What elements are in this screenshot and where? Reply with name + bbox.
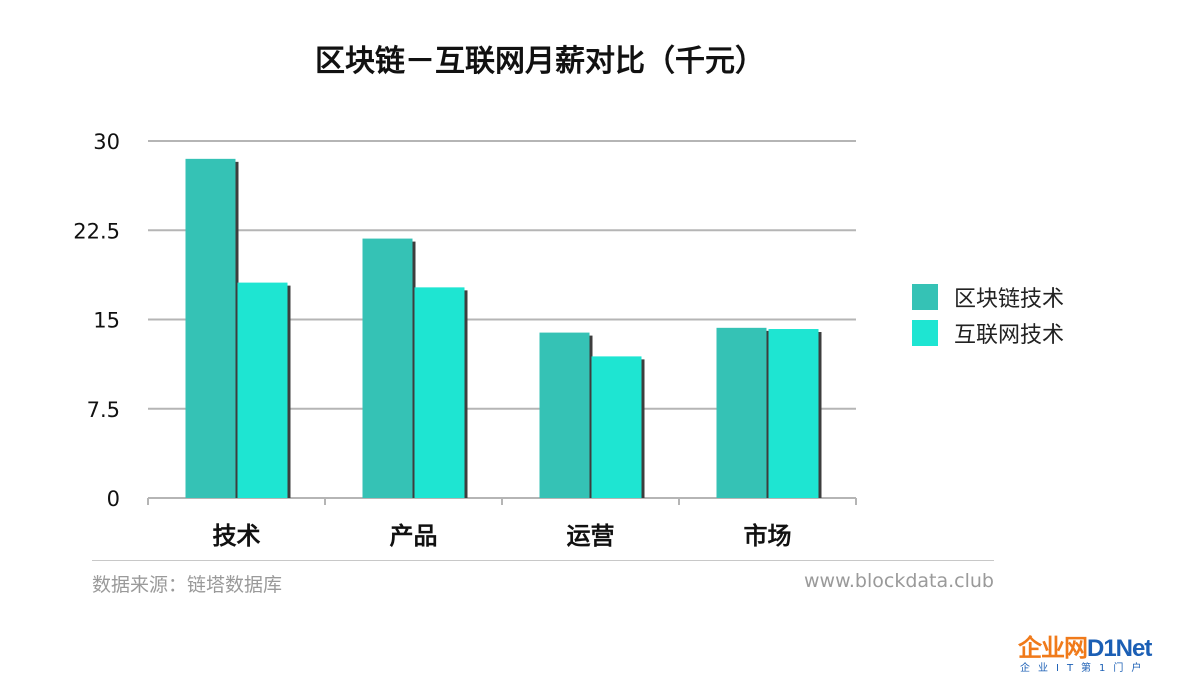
bar-blockchain <box>362 238 413 498</box>
logo-tagline: 企业IT第1门户 <box>1020 663 1150 674</box>
y-tick-label: 0 <box>107 487 120 511</box>
footer-divider <box>92 560 994 561</box>
site-url: www.blockdata.club <box>804 570 994 592</box>
bar-internet <box>768 329 819 498</box>
legend-swatch-internet <box>912 320 938 346</box>
bar-blockchain <box>716 327 767 498</box>
legend-item-blockchain: 区块链技术 <box>912 280 1064 314</box>
bar-internet <box>414 287 465 498</box>
legend-item-internet: 互联网技术 <box>912 316 1064 350</box>
y-tick-label: 7.5 <box>87 398 120 422</box>
logo-cn-text: 企业网 <box>1018 635 1088 662</box>
legend: 区块链技术 互联网技术 <box>912 280 1064 352</box>
y-tick-label: 30 <box>93 130 120 154</box>
data-source: 数据来源：链塔数据库 <box>92 574 283 596</box>
x-category-label: 产品 <box>390 522 438 550</box>
bar-internet <box>591 356 642 498</box>
legend-swatch-blockchain <box>912 284 938 310</box>
d1net-logo: 企业网D1Net 企业IT第1门户 <box>1018 636 1178 680</box>
x-category-label: 运营 <box>567 522 615 550</box>
y-tick-label: 15 <box>93 309 120 333</box>
chart-title: 区块链－互联网月薪对比（千元） <box>315 44 765 79</box>
bar-blockchain <box>539 332 590 498</box>
x-category-label: 技术 <box>213 522 261 550</box>
legend-label-blockchain: 区块链技术 <box>954 287 1065 312</box>
legend-label-internet: 互联网技术 <box>954 323 1065 348</box>
y-tick-label: 22.5 <box>73 219 120 243</box>
logo-en-text: D1Net <box>1087 635 1152 662</box>
x-category-label: 市场 <box>744 522 792 550</box>
bar-internet <box>237 282 288 498</box>
bar-blockchain <box>185 158 236 498</box>
